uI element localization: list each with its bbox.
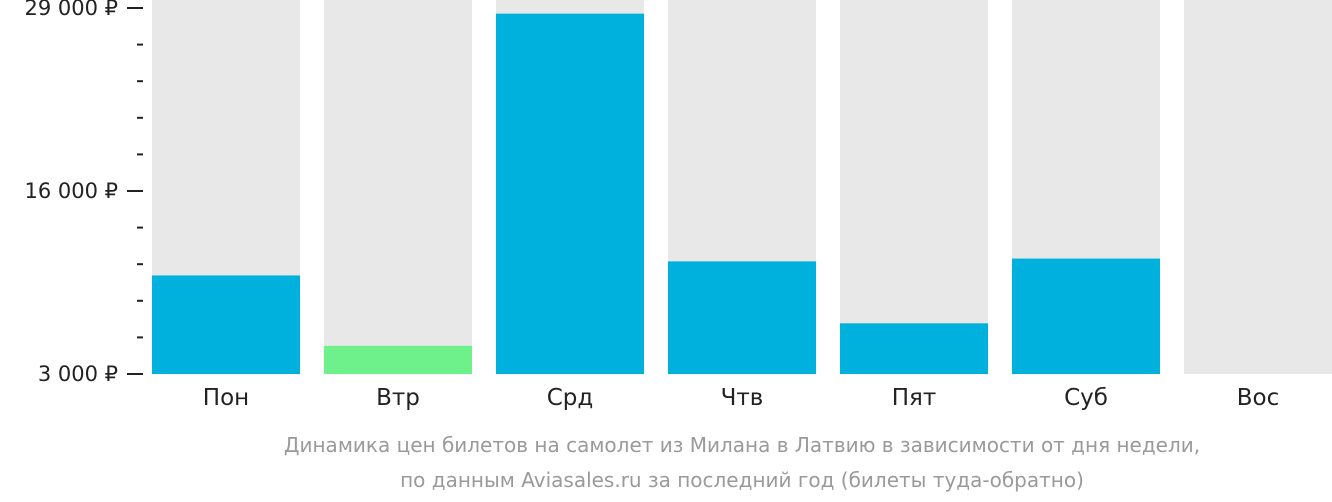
chart-caption-line-1: Динамика цен билетов на самолет из Милан… — [283, 433, 1201, 457]
bar-1 — [324, 345, 472, 374]
bar-5 — [1012, 258, 1160, 374]
x-tick-label-5: Суб — [1064, 385, 1108, 411]
x-tick-label-2: Срд — [547, 385, 594, 411]
x-tick-label-0: Пон — [203, 385, 249, 411]
bar-3 — [668, 261, 816, 374]
bar-track-1 — [324, 0, 472, 374]
bar-4 — [840, 323, 988, 374]
y-tick-label-2: 29 000 ₽ — [24, 0, 118, 20]
x-tick-label-4: Пят — [892, 385, 937, 411]
x-tick-label-6: Вос — [1237, 385, 1280, 411]
bar-0 — [152, 275, 300, 374]
bar-track-4 — [840, 0, 988, 374]
bar-2 — [496, 13, 644, 375]
y-tick-label-0: 3 000 ₽ — [38, 362, 118, 386]
chart-caption-line-2: по данным Aviasales.ru за последний год … — [400, 468, 1084, 492]
y-tick-label-1: 16 000 ₽ — [24, 179, 118, 203]
bar-track-6 — [1184, 0, 1332, 374]
x-tick-label-1: Втр — [376, 385, 420, 411]
x-tick-label-3: Чтв — [721, 385, 764, 411]
